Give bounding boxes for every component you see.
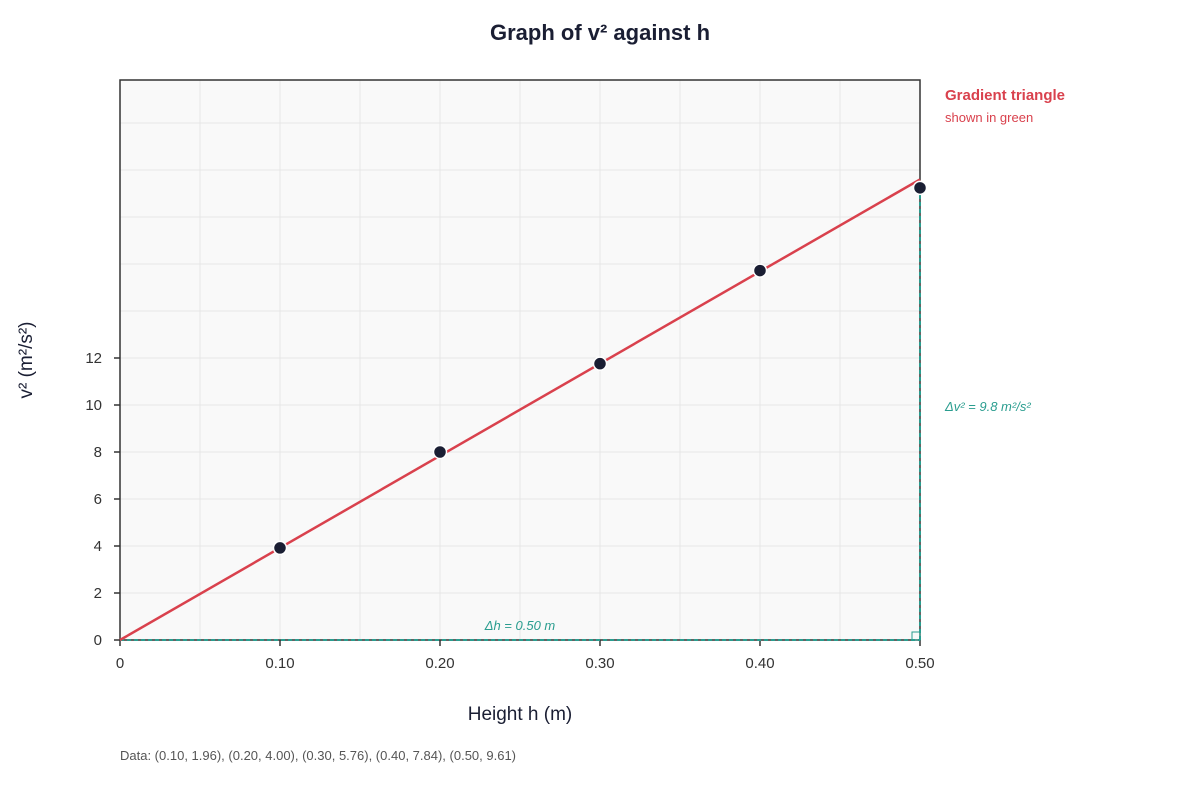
y-tick-label: 6	[94, 491, 102, 508]
y-tick-label: 4	[94, 538, 102, 555]
chart-title: Graph of v² against h	[490, 20, 710, 45]
y-tick-label: 12	[85, 350, 102, 367]
annotation-subheading: shown in green	[945, 110, 1033, 125]
data-point	[272, 540, 288, 556]
grid	[120, 80, 920, 640]
y-tick-label: 2	[94, 585, 102, 602]
dv2-label: Δv² = 9.8 m²/s²	[944, 399, 1031, 414]
y-tick-label: 0	[94, 632, 102, 649]
y-tick-label: 8	[94, 444, 102, 461]
x-tick-label: 0.20	[425, 655, 454, 672]
data-point	[752, 263, 768, 278]
y-tick-label: 10	[85, 397, 102, 414]
data-point	[912, 180, 928, 196]
annotation-heading: Gradient triangle	[945, 87, 1065, 104]
y-axis-label: v² (m²/s²)	[16, 321, 37, 398]
best-fit-line	[119, 178, 921, 642]
x-tick-label: 0.10	[265, 655, 294, 672]
data-point	[592, 356, 608, 371]
x-tick-label: 0.30	[585, 655, 614, 672]
gradient-triangle	[120, 179, 921, 641]
dh-label: Δh = 0.50 m	[484, 618, 556, 633]
x-tick-label: 0.50	[905, 655, 934, 672]
axis-ticks: 0 0.10 0.20 0.30 0.40 0.50 0 2 4 6 8 10 12	[85, 350, 934, 672]
x-tick-label: 0	[116, 655, 124, 672]
x-axis-label: Height h (m)	[468, 704, 573, 725]
data-point	[432, 444, 448, 460]
x-tick-label: 0.40	[745, 655, 774, 672]
right-angle-marker	[911, 631, 921, 641]
data-points	[272, 180, 928, 556]
data-note: Data: (0.10, 1.96), (0.20, 4.00), (0.30,…	[120, 748, 517, 763]
